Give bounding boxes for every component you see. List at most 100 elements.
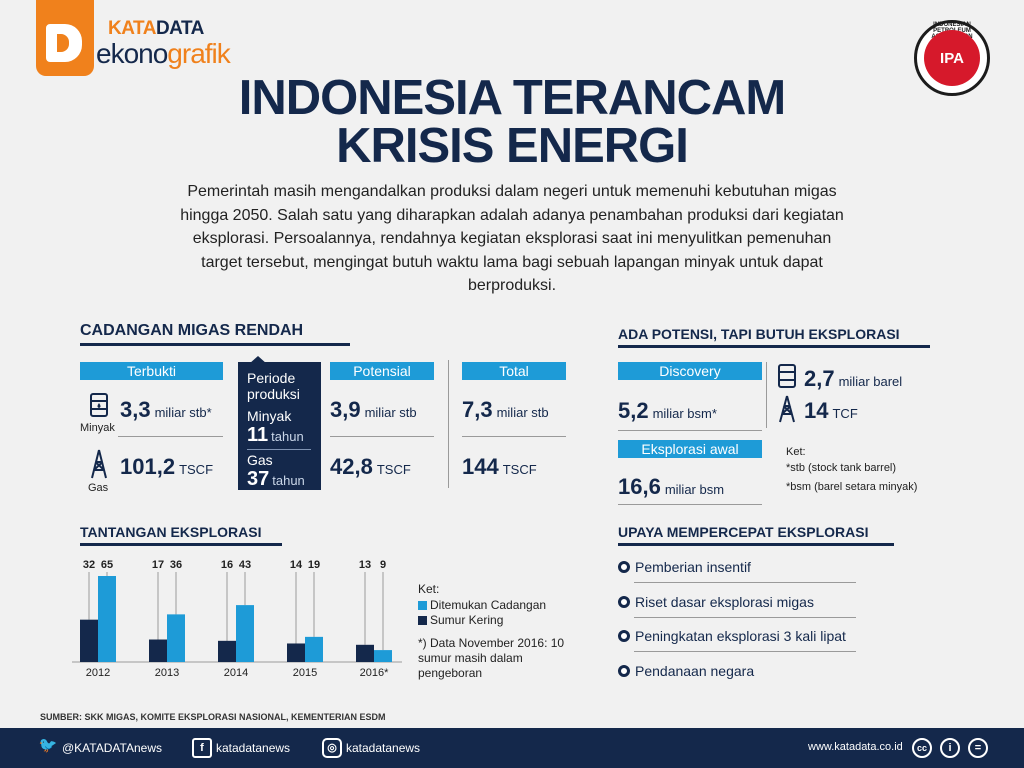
footer-instagram[interactable]: ◎ katadatanews — [322, 738, 420, 758]
header-discovery: Discovery — [618, 362, 762, 380]
chart-bar — [218, 640, 236, 662]
terbukti-oil-value: 3,3 miliar stb* — [120, 397, 212, 422]
ket-bsm: *bsm (barel setara minyak) — [786, 481, 918, 493]
periode-pointer — [249, 356, 267, 364]
potensial-oil-value: 3,9 miliar stb — [330, 397, 417, 422]
periode-gas-value: 37 tahun — [247, 468, 305, 490]
label-minyak: Minyak — [80, 422, 115, 434]
footer-twitter[interactable]: 🐦 @KATADATAnews — [38, 738, 162, 758]
bar-value-label: 65 — [101, 559, 113, 571]
bar-value-label: 32 — [83, 559, 95, 571]
chart-bar — [80, 619, 98, 662]
divider — [330, 436, 434, 437]
title-line-1: INDONESIA TERANCAM — [238, 71, 786, 125]
oil-barrel-icon — [778, 364, 796, 388]
header-potensial: Potensial — [330, 362, 434, 380]
periode-label: Periode produksi — [247, 370, 300, 402]
tantangan-bar-chart: 32 65 2012 17 36 2013 16 43 2014 14 19 2015 13 9 2016* — [72, 559, 402, 679]
bullet-icon — [618, 561, 630, 573]
x-tick-label: 2013 — [155, 667, 179, 679]
legend-ditemukan: Ditemukan Cadangan — [430, 598, 547, 612]
chart-bar — [287, 643, 305, 662]
section-underline — [80, 543, 282, 546]
ket-label: Ket: — [786, 446, 806, 458]
ipa-abbr: IPA — [924, 30, 980, 86]
ket-stb: *stb (stock tank barrel) — [786, 462, 897, 474]
header-terbukti: Terbukti — [80, 362, 223, 380]
page-title: INDONESIA TERANCAM KRISIS ENERGI — [0, 71, 1024, 173]
periode-produksi-box: Periode produksi Minyak 11 tahun Gas 37 ta… — [238, 362, 321, 490]
section-underline — [80, 343, 350, 346]
katadata-d-icon — [46, 24, 82, 62]
divider — [448, 360, 449, 488]
periode-gas-label: Gas — [247, 452, 273, 468]
upaya-item: Riset dasar eksplorasi migas — [618, 594, 858, 610]
periode-minyak-label: Minyak — [247, 408, 292, 424]
divider — [118, 436, 223, 437]
x-tick-label: 2015 — [293, 667, 317, 679]
divider — [247, 449, 311, 450]
total-oil-value: 7,3 miliar stb — [462, 397, 549, 422]
chart-bar — [98, 576, 116, 662]
bar-value-label: 16 — [221, 559, 233, 571]
cc-icon: cc — [912, 738, 932, 758]
oil-barrel-icon — [90, 393, 108, 417]
x-tick-label: 2012 — [86, 667, 110, 679]
x-tick-label: 2014 — [224, 667, 248, 679]
title-line-2: KRISIS ENERGI — [336, 119, 689, 173]
label-gas: Gas — [88, 482, 109, 494]
section-title-cadangan: CADANGAN MIGAS RENDAH — [80, 322, 304, 339]
bar-value-label: 14 — [290, 559, 303, 571]
legend-swatch-ditemukan — [418, 601, 427, 610]
nd-icon: = — [968, 738, 988, 758]
divider — [634, 651, 856, 652]
discovery-value: 5,2 miliar bsm* — [618, 398, 717, 423]
section-title-potensi: ADA POTENSI, TAPI BUTUH EKSPLORASI — [618, 326, 900, 342]
chart-bar — [356, 644, 374, 662]
section-underline — [618, 345, 930, 348]
bar-value-label: 43 — [239, 559, 251, 571]
periode-minyak-value: 11 tahun — [247, 424, 304, 446]
potensi-gas-value: 14 TCF — [804, 398, 858, 423]
twitter-icon: 🐦 — [38, 737, 58, 754]
section-underline — [618, 543, 894, 546]
divider — [766, 362, 767, 428]
bar-value-label: 19 — [308, 559, 320, 571]
upaya-item: Pendanaan negara — [618, 663, 858, 679]
gas-rig-icon — [91, 449, 107, 479]
facebook-icon: f — [192, 738, 212, 758]
sumber: SUMBER: SKK MIGAS, KOMITE EKSPLORASI NAS… — [40, 712, 386, 722]
section-title-tantangan: TANTANGAN EKSPLORASI — [80, 524, 262, 540]
by-icon: i — [940, 738, 960, 758]
header-total: Total — [462, 362, 566, 380]
intro-paragraph: Pemerintah masih mengandalkan produksi d… — [180, 183, 844, 294]
gas-rig-icon — [779, 395, 795, 423]
footer-bar: 🐦 @KATADATAnews f katadatanews ◎ katadatane… — [0, 728, 1024, 768]
potensi-oil-value: 2,7 miliar barel — [804, 366, 903, 391]
bar-value-label: 13 — [359, 559, 371, 571]
chart-note: *) Data November 2016: 10 sumur masih da… — [418, 636, 565, 680]
total-gas-value: 144 TSCF — [462, 454, 537, 479]
brand-katadata: KATADATA — [108, 18, 204, 39]
chart-bar — [305, 636, 323, 662]
header-eksplorasi-awal: Eksplorasi awal — [618, 440, 762, 458]
footer-site[interactable]: www.katadata.co.id — [808, 741, 903, 753]
footer-facebook[interactable]: f katadatanews — [192, 738, 290, 758]
bar-value-label: 36 — [170, 559, 182, 571]
instagram-icon: ◎ — [322, 738, 342, 758]
terbukti-gas-value: 101,2 TSCF — [120, 454, 214, 479]
eksplorasi-awal-value: 16,6 miliar bsm — [618, 474, 725, 499]
divider — [634, 617, 856, 618]
divider — [618, 504, 762, 505]
divider — [462, 436, 566, 437]
bullet-icon — [618, 665, 630, 677]
divider — [618, 430, 762, 431]
bullet-icon — [618, 630, 630, 642]
divider — [634, 582, 856, 583]
upaya-item: Peningkatan eksplorasi 3 kali lipat — [618, 628, 878, 644]
chart-bar — [374, 650, 392, 662]
legend-swatch-kering — [418, 616, 427, 625]
chart-ket-label: Ket: — [418, 582, 440, 596]
bullet-icon — [618, 596, 630, 608]
chart-bar — [149, 639, 167, 662]
